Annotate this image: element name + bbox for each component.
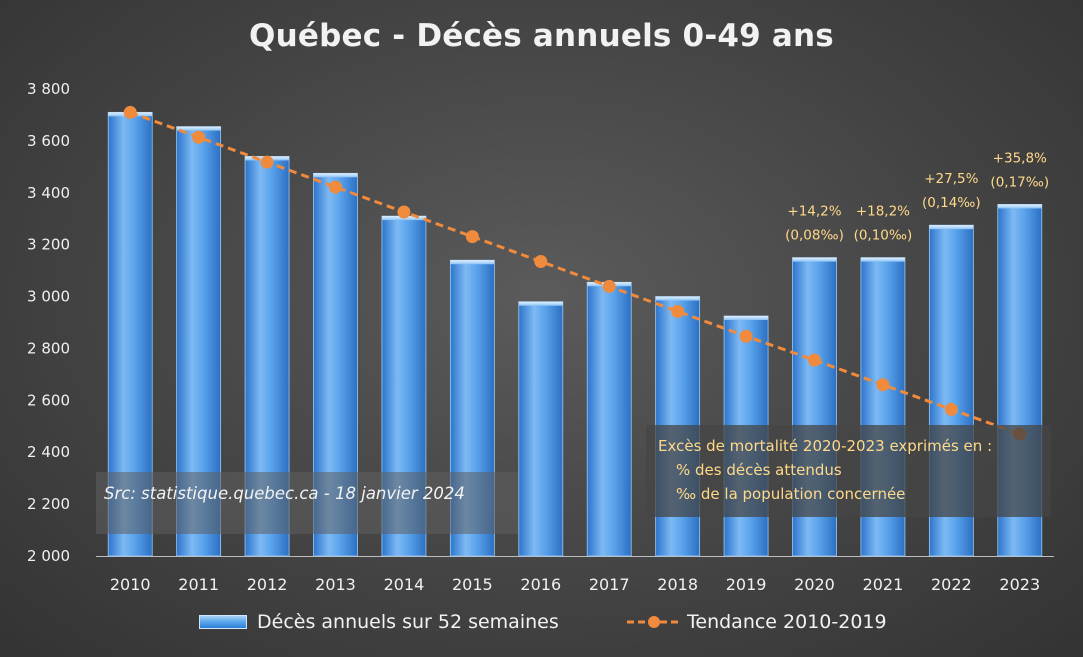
trend-point xyxy=(808,353,821,367)
trend-point xyxy=(123,105,137,119)
annotation-percent: +27,5% xyxy=(924,171,978,187)
bar-top-highlight xyxy=(997,204,1042,209)
y-tick-label: 3 200 xyxy=(27,236,70,254)
y-tick-label: 2 000 xyxy=(27,547,70,565)
trend-point xyxy=(671,304,685,318)
bar-top-highlight xyxy=(655,296,700,301)
y-tick-label: 3 600 xyxy=(27,132,70,150)
trend-point xyxy=(944,402,958,416)
trend-point xyxy=(465,230,479,244)
bar-top-highlight xyxy=(450,260,495,265)
x-tick-label: 2011 xyxy=(178,575,219,594)
x-tick-label: 2016 xyxy=(520,575,561,594)
note-line-1: Excès de mortalité 2020-2023 exprimés en… xyxy=(658,437,993,455)
annotation-labels: +14,2% (0,08‰) +18,2% (0,10‰) +27,5% (0,14‰) +… xyxy=(785,150,1049,243)
annotation-percent: +14,2% xyxy=(787,204,841,220)
x-tick-label: 2019 xyxy=(726,575,767,594)
trend-point xyxy=(397,205,411,219)
y-tick-label: 2 200 xyxy=(27,495,70,513)
trend-point xyxy=(739,329,753,343)
bar-top-highlight xyxy=(313,173,358,178)
annotation-percent: +35,8% xyxy=(993,150,1047,166)
x-tick-label: 2020 xyxy=(794,575,835,594)
y-tick-label: 2 600 xyxy=(27,391,70,409)
x-tick-label: 2014 xyxy=(384,575,425,594)
trend-point xyxy=(260,155,274,169)
note-line-2: % des décès attendus xyxy=(676,461,842,479)
source-note: Src: statistique.quebec.ca - 18 janvier … xyxy=(104,484,465,503)
trend-point xyxy=(329,180,342,194)
explanation-note-box: Excès de mortalité 2020-2023 exprimés en… xyxy=(646,425,1051,517)
x-tick-label: 2012 xyxy=(247,575,288,594)
bar-top-highlight xyxy=(518,301,563,306)
trend-point xyxy=(876,378,890,392)
y-tick-label: 2 800 xyxy=(27,339,70,357)
legend-item-bars: Décès annuels sur 52 semaines xyxy=(199,608,589,638)
trend-point xyxy=(534,255,548,269)
annotation-permille: (0,17‰) xyxy=(990,174,1049,190)
x-tick-label: 2017 xyxy=(589,575,630,594)
y-axis: 2 000 2 200 2 400 2 600 2 800 3 000 3 200 3 400… xyxy=(27,80,70,565)
legend-item-trend: Tendance 2010-2019 xyxy=(625,608,905,638)
bar-top-highlight xyxy=(176,126,221,131)
y-tick-label: 3 400 xyxy=(27,184,70,202)
legend-bar-swatch xyxy=(199,615,247,629)
annotation-permille: (0,08‰) xyxy=(785,228,844,244)
x-tick-label: 2023 xyxy=(999,575,1040,594)
x-tick-label: 2021 xyxy=(863,575,904,594)
chart-title: Québec - Décès annuels 0-49 ans xyxy=(249,18,834,54)
y-tick-label: 2 400 xyxy=(27,443,70,461)
annotation-permille: (0,10‰) xyxy=(854,228,913,244)
annotation-percent: +18,2% xyxy=(856,204,910,220)
x-tick-label: 2015 xyxy=(452,575,493,594)
bar-top-highlight xyxy=(792,257,837,262)
bar-top-highlight xyxy=(860,257,905,262)
trend-point xyxy=(192,130,206,144)
bar xyxy=(586,281,632,557)
source-note-box: Src: statistique.quebec.ca - 18 janvier … xyxy=(96,472,518,534)
x-axis: 2010 2011 2012 2013 2014 2015 2016 2017 2018 2019… xyxy=(96,556,1054,594)
x-tick-label: 2013 xyxy=(315,575,356,594)
y-tick-label: 3 000 xyxy=(27,288,70,306)
x-tick-label: 2022 xyxy=(931,575,972,594)
x-tick-label: 2010 xyxy=(110,575,151,594)
legend: Décès annuels sur 52 semaines Tendance 2… xyxy=(0,608,1083,638)
trend-line xyxy=(129,110,1021,436)
annotation-permille: (0,14‰) xyxy=(922,195,981,211)
bar-top-highlight xyxy=(929,225,974,230)
x-tick-label: 2018 xyxy=(657,575,698,594)
bar-top-highlight xyxy=(724,316,769,321)
trend-point xyxy=(602,279,616,293)
y-tick-label: 3 800 xyxy=(27,80,70,98)
legend-label-bars: Décès annuels sur 52 semaines xyxy=(257,611,559,633)
legend-trend-swatch xyxy=(627,616,681,628)
legend-label-trend: Tendance 2010-2019 xyxy=(687,611,887,633)
bar xyxy=(518,301,564,557)
note-line-3: ‰ de la population concernée xyxy=(676,485,906,503)
